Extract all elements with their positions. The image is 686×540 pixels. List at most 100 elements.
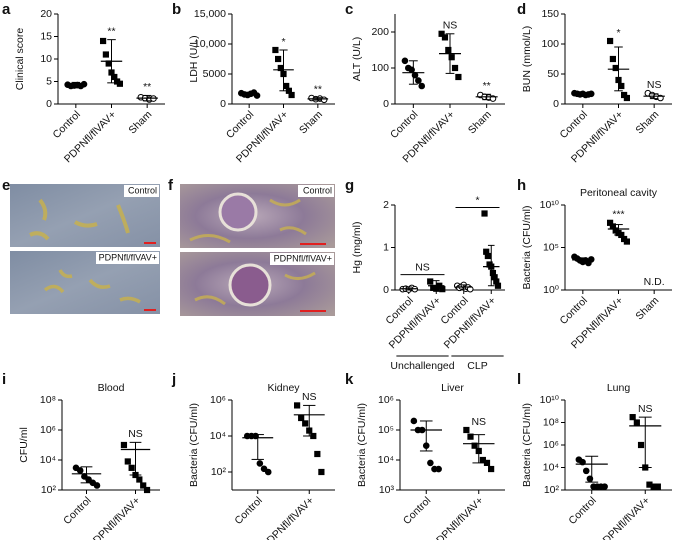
point [601,483,608,490]
point [275,55,282,63]
chart-title: Lung [607,382,631,394]
label-box [270,253,334,265]
point [85,476,92,483]
x-tick-label: Sham [297,108,325,136]
x-tick-label: Sham [126,108,154,136]
annotation: ** [107,25,115,37]
y-tick-label: 0 [383,98,389,110]
y-tick-label: 100 [541,38,559,50]
point [93,482,101,489]
point [264,468,272,476]
point [623,94,631,102]
y-tick-label: 5000 [203,68,227,80]
y-axis-label: Hg (mg/ml) [351,222,363,274]
group-label: CLP [467,360,487,372]
x-tick-label: Control [61,495,93,527]
x-tick-label: Sham [633,108,661,136]
point [445,46,452,54]
x-tick-label: Sham [633,294,661,322]
annotation: *** [612,209,624,221]
x-tick-label: Control [557,109,589,141]
chart-title: Kidney [267,382,300,394]
y-tick-label: 1 [383,241,389,253]
stain [189,198,307,244]
y-tick-label: 10⁴ [378,454,394,466]
annotation: N.D. [644,276,665,288]
y-tick-label: 10⁶ [40,424,56,436]
y-tick-label: 10³ [379,484,395,496]
x-tick-label: Control [557,295,589,327]
y-tick-label: 10⁸ [40,394,56,406]
point [466,285,474,293]
panel-f: f Control PDPNfl/flVAV+ [168,177,335,316]
x-tick-label: PDPNfl/flVAV+ [86,495,143,540]
point [448,54,455,61]
glomerulus [218,192,258,232]
y-tick-label: 10⁰ [543,284,560,296]
panel-label: l [517,371,521,388]
y-tick-label: 15 [40,30,52,42]
annotation: NS [471,416,486,428]
annotation: NS [128,428,143,440]
point [260,465,268,473]
point [116,80,124,87]
point [102,51,109,58]
point [484,252,491,260]
point [606,37,614,45]
annotation: * [281,36,285,48]
panel-label: a [2,1,11,18]
glomerulus [228,263,272,307]
y-tick-label: 10⁵ [543,241,559,253]
x-tick-label: Control [50,109,82,141]
annotation: ** [483,80,491,92]
y-tick-label: 10,000 [194,38,226,50]
y-tick-label: 10⁶ [378,394,394,406]
y-tick-label: 50 [547,68,559,80]
point [427,459,434,467]
x-tick-label: Control [224,109,256,141]
bracket-label: * [475,194,479,206]
y-tick-label: 200 [371,26,389,38]
point [401,57,409,65]
y-tick-label: 0 [553,98,559,110]
point [256,460,264,467]
x-tick-label: Control [388,109,420,141]
x-tick-label: Control [232,495,264,527]
y-tick-label: 10¹⁰ [540,199,560,211]
y-tick-label: 10⁵ [378,424,394,436]
y-tick-label: 10⁴ [210,430,226,442]
point [439,286,446,293]
y-axis-label: Bacteria (CFU/ml) [521,205,533,289]
point [488,465,495,473]
chart-title: Blood [98,382,125,394]
y-axis-label: Clinical score [14,28,26,91]
annotation: NS [302,391,317,403]
point [76,467,84,474]
point [435,465,442,473]
panel-label: i [2,371,6,388]
y-tick-label: 10² [211,466,227,478]
point [494,282,502,289]
y-tick-label: 15,000 [194,8,226,20]
annotation: ** [314,83,322,95]
point [302,420,309,427]
point [455,73,462,81]
panel-label: e [2,177,10,194]
y-tick-label: 20 [40,8,52,20]
point [427,278,434,285]
point [272,46,279,54]
chart-title: Peritoneal cavity [580,187,658,199]
point [314,450,321,458]
y-tick-label: 100 [371,62,389,74]
point [633,419,640,426]
point [609,55,616,63]
y-axis-label: Bacteria (CFU/ml) [356,403,368,487]
point [618,82,625,90]
point [320,96,328,104]
annotation: ** [143,81,151,93]
stain [194,271,316,306]
panel-label: d [517,1,526,18]
point [637,441,645,449]
y-tick-label: 5 [46,75,52,87]
point [463,426,470,434]
